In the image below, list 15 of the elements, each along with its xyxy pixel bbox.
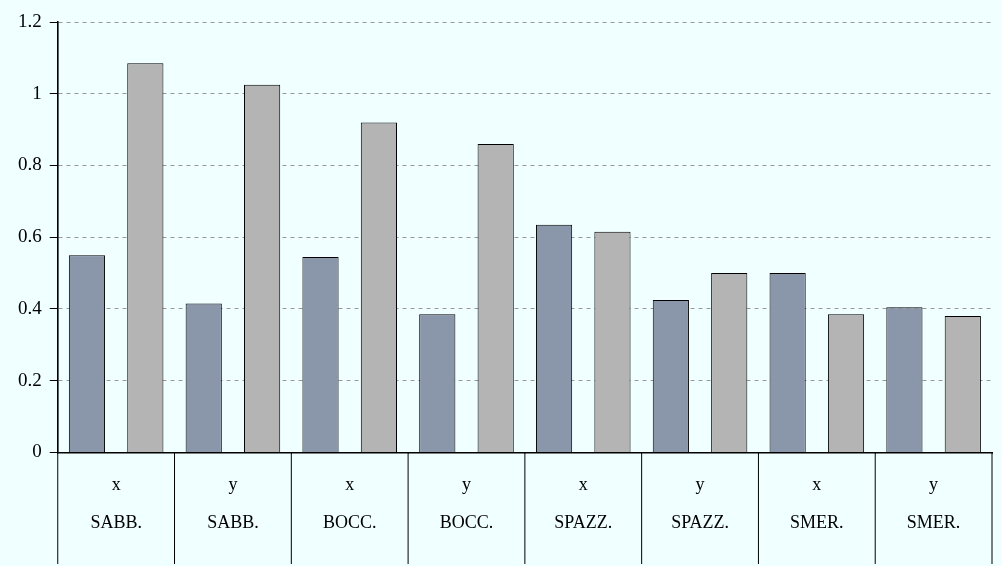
y-tick-label: 0.6 [18,225,42,247]
y-tick-label: 0.4 [18,296,43,318]
y-tick-label: 1 [32,81,42,103]
y-tick-label: 0.2 [18,368,42,390]
x-tick-label: y BOCC. [439,474,494,532]
x-tick-label: y SPAZZ. [671,474,729,532]
x-tick-label: y SABB. [207,474,259,532]
y-tick-label: 0.8 [18,153,42,175]
x-tick-label: x BOCC. [322,474,377,532]
y-tick-label: 1.2 [18,9,42,31]
x-tick-label: x SPAZZ. [554,474,613,532]
x-tick-label: x SABB. [90,474,142,532]
x-tick-label: x SMER. [790,474,844,532]
x-tick-label: y SMER. [906,474,961,532]
y-tick-label: 0 [32,440,42,462]
